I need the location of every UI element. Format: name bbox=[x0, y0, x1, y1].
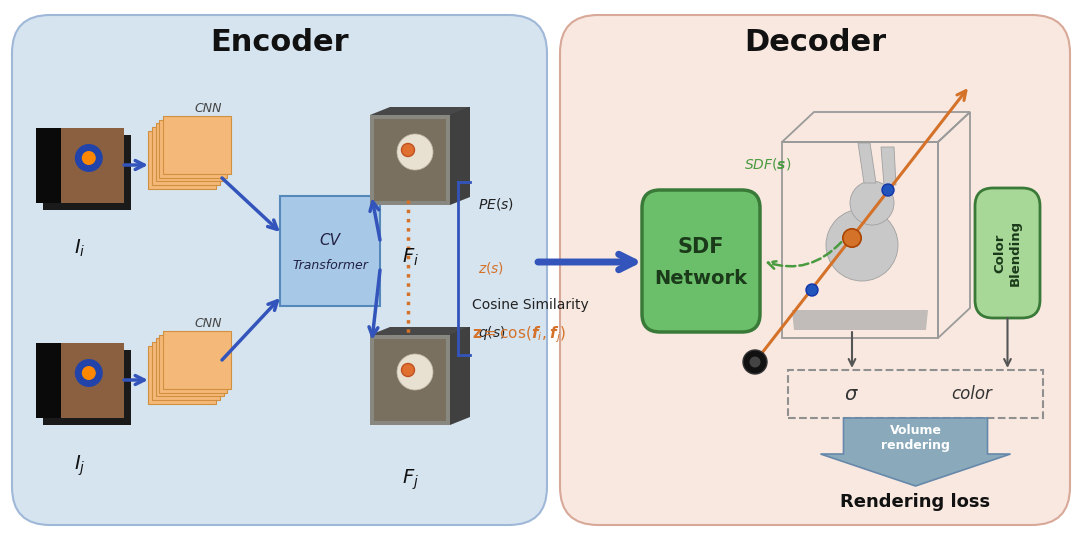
Polygon shape bbox=[858, 143, 876, 183]
Text: Volume
rendering: Volume rendering bbox=[881, 424, 950, 452]
Text: CV: CV bbox=[320, 234, 340, 249]
Polygon shape bbox=[390, 327, 470, 417]
FancyBboxPatch shape bbox=[148, 346, 216, 404]
Polygon shape bbox=[821, 418, 1011, 486]
Polygon shape bbox=[792, 310, 928, 330]
Polygon shape bbox=[60, 128, 124, 202]
Polygon shape bbox=[370, 115, 450, 205]
FancyBboxPatch shape bbox=[280, 196, 380, 306]
FancyBboxPatch shape bbox=[148, 131, 216, 189]
Text: $I_i$: $I_i$ bbox=[75, 238, 85, 259]
Polygon shape bbox=[450, 107, 470, 205]
FancyBboxPatch shape bbox=[163, 331, 231, 389]
Text: Encoder: Encoder bbox=[211, 28, 349, 57]
Text: Network: Network bbox=[654, 270, 747, 289]
Text: Rendering loss: Rendering loss bbox=[840, 493, 990, 511]
Polygon shape bbox=[370, 107, 470, 115]
Text: Decoder: Decoder bbox=[744, 28, 886, 57]
Polygon shape bbox=[390, 107, 470, 197]
FancyBboxPatch shape bbox=[975, 188, 1040, 318]
Text: $\mathbf{z} = \cos(\boldsymbol{f}_i, \boldsymbol{f}_j)$: $\mathbf{z} = \cos(\boldsymbol{f}_i, \bo… bbox=[472, 324, 566, 345]
Text: $I_j$: $I_j$ bbox=[75, 453, 85, 477]
Polygon shape bbox=[60, 343, 124, 417]
Text: color: color bbox=[951, 385, 993, 403]
Circle shape bbox=[806, 284, 818, 296]
FancyBboxPatch shape bbox=[163, 116, 231, 174]
Circle shape bbox=[402, 364, 415, 377]
FancyBboxPatch shape bbox=[12, 15, 546, 525]
Text: $SDF(\boldsymbol{s})$: $SDF(\boldsymbol{s})$ bbox=[744, 156, 792, 172]
Circle shape bbox=[397, 354, 433, 390]
Circle shape bbox=[75, 359, 103, 387]
Text: SDF: SDF bbox=[678, 237, 725, 257]
Polygon shape bbox=[450, 327, 470, 425]
Polygon shape bbox=[43, 349, 131, 425]
Text: $\sigma$: $\sigma$ bbox=[845, 384, 860, 404]
Text: CNN: CNN bbox=[194, 102, 221, 115]
Polygon shape bbox=[43, 135, 131, 210]
Polygon shape bbox=[36, 343, 60, 417]
Polygon shape bbox=[370, 327, 470, 335]
Polygon shape bbox=[374, 119, 446, 201]
Polygon shape bbox=[374, 339, 446, 421]
Circle shape bbox=[75, 144, 103, 172]
FancyBboxPatch shape bbox=[156, 338, 224, 397]
Circle shape bbox=[842, 229, 861, 247]
Polygon shape bbox=[36, 128, 124, 202]
FancyBboxPatch shape bbox=[152, 127, 220, 185]
Polygon shape bbox=[881, 147, 896, 185]
FancyBboxPatch shape bbox=[561, 15, 1070, 525]
Circle shape bbox=[846, 232, 858, 244]
Circle shape bbox=[882, 184, 894, 196]
Polygon shape bbox=[36, 343, 124, 417]
Text: $PE(s)$: $PE(s)$ bbox=[478, 196, 514, 212]
Polygon shape bbox=[36, 128, 60, 202]
Text: $z(s)$: $z(s)$ bbox=[478, 261, 504, 277]
FancyBboxPatch shape bbox=[160, 119, 228, 178]
FancyBboxPatch shape bbox=[152, 342, 220, 400]
Circle shape bbox=[826, 209, 897, 281]
Text: CNN: CNN bbox=[194, 317, 221, 330]
FancyBboxPatch shape bbox=[642, 190, 760, 332]
Circle shape bbox=[82, 366, 96, 380]
Circle shape bbox=[402, 144, 415, 157]
Text: Cosine Similarity: Cosine Similarity bbox=[472, 298, 589, 312]
Text: Transformer: Transformer bbox=[292, 260, 368, 272]
Text: $F_i$: $F_i$ bbox=[402, 247, 418, 268]
Circle shape bbox=[397, 134, 433, 170]
Text: $q(s)$: $q(s)$ bbox=[478, 324, 505, 342]
Text: Color
Blending: Color Blending bbox=[994, 220, 1022, 286]
FancyBboxPatch shape bbox=[160, 334, 228, 393]
Text: $F_j$: $F_j$ bbox=[402, 467, 418, 492]
Circle shape bbox=[750, 356, 760, 367]
Circle shape bbox=[850, 181, 894, 225]
Circle shape bbox=[82, 151, 96, 165]
Polygon shape bbox=[370, 335, 450, 425]
FancyBboxPatch shape bbox=[156, 123, 224, 182]
Circle shape bbox=[743, 350, 767, 374]
